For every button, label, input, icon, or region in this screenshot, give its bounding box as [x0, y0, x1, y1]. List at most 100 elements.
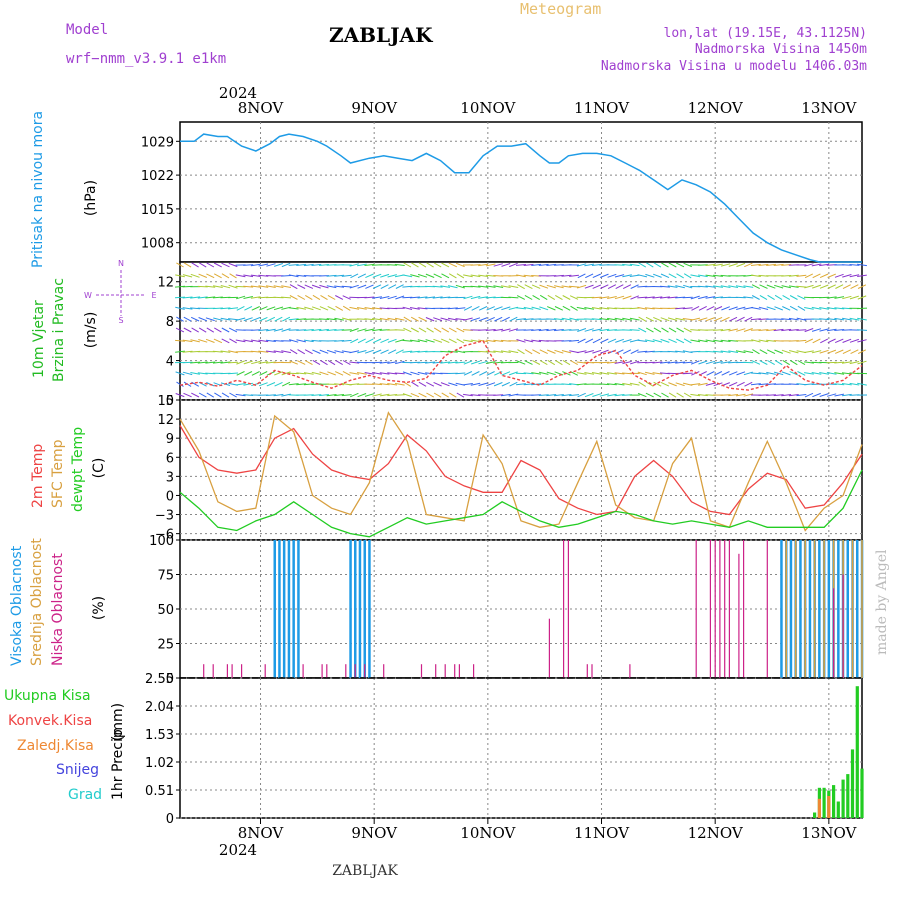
temp-label-sfc: SFC Temp: [50, 439, 66, 508]
wind-arrow: [206, 262, 215, 268]
wind-arrow: [212, 350, 223, 353]
wind-arrow: [637, 306, 648, 310]
cloud-bar-mid: [861, 540, 863, 678]
wind-arrow: [243, 264, 254, 266]
wind-arrow: [721, 306, 730, 311]
wind-arrow: [182, 339, 193, 343]
wind-arrow: [653, 273, 662, 278]
wind-arrow: [448, 327, 457, 333]
wind-arrow: [751, 284, 760, 290]
wind-arrow: [547, 349, 556, 354]
wind-arrow: [417, 307, 428, 310]
wind-arrow: [705, 382, 716, 386]
wind-arrow: [426, 392, 435, 398]
wind-arrow: [599, 372, 610, 375]
wind-arrow: [214, 392, 222, 398]
wind-arrow: [289, 360, 298, 365]
wind-arrow: [676, 338, 685, 344]
wind-arrow: [743, 350, 754, 354]
wind-arrow: [569, 285, 580, 288]
wind-arrow: [235, 383, 246, 386]
wind-arrow: [728, 328, 739, 332]
wind-arrow: [259, 371, 268, 376]
wind-arrow: [857, 349, 867, 355]
wind-arrow: [811, 350, 822, 354]
wind-arrow: [175, 371, 185, 376]
wind-arrow: [773, 328, 784, 332]
wind-arrow: [281, 285, 291, 288]
wind-arrow: [531, 383, 542, 386]
wind-arrow: [470, 295, 481, 300]
wind-arrow: [750, 274, 761, 277]
wind-arrow: [554, 285, 564, 289]
wind-arrow: [455, 307, 466, 310]
wind-arrow: [250, 263, 261, 267]
temp-unit: (C): [91, 458, 107, 479]
wind-arrow: [585, 338, 594, 344]
wind-arrow: [312, 349, 321, 354]
wind-arrow: [417, 371, 428, 375]
wind-arrow: [524, 349, 533, 355]
top-day-label: 9NOV: [351, 99, 398, 117]
wind-arrow: [493, 394, 504, 396]
wind-arrow: [849, 274, 860, 278]
wind-arrow: [637, 350, 648, 353]
wind-arrow: [183, 327, 192, 333]
wind-arrow: [387, 295, 397, 300]
top-day-label: 11NOV: [574, 99, 630, 117]
wind-arrow: [637, 274, 648, 278]
wind-arrow: [357, 350, 367, 354]
wind-arrow: [425, 317, 435, 322]
wind-arrow: [645, 316, 654, 322]
cloud-bar-low: [454, 664, 456, 678]
wind-arrow: [576, 263, 587, 267]
wind-arrow: [826, 307, 837, 310]
pressure-line: [180, 133, 862, 263]
wind-arrow: [501, 306, 511, 311]
wind-arrow: [720, 285, 731, 288]
wind-arrow: [471, 360, 481, 365]
wind-arrow: [667, 285, 678, 288]
wind-arrow: [834, 383, 845, 386]
wind-arrow: [584, 372, 595, 375]
wind-arrow: [653, 316, 662, 322]
precip-legend-item: Snijeg: [56, 762, 99, 778]
wind-arrow: [819, 307, 829, 310]
wind-arrow: [515, 264, 527, 266]
wind-arrow: [251, 306, 260, 311]
wind-arrow: [819, 372, 829, 375]
wind-arrow: [592, 284, 602, 289]
wind-arrow: [705, 360, 716, 365]
wind-arrow: [539, 284, 549, 289]
y-tick-label: 0: [166, 812, 174, 827]
wind-arrow: [448, 262, 458, 268]
wind-arrow: [266, 316, 276, 322]
wind-arrow: [804, 350, 814, 353]
wind-arrow: [849, 338, 859, 343]
cloud-bar-high: [780, 540, 783, 678]
wind-arrow: [841, 361, 852, 364]
wind-arrow: [296, 329, 307, 331]
y-tick-label: 0: [166, 672, 174, 687]
wind-arrow: [720, 339, 731, 342]
cloud-bar-low: [591, 664, 593, 678]
wind-arrow: [311, 284, 321, 289]
wind-arrow: [327, 371, 336, 376]
wind-arrow: [296, 263, 307, 266]
wind-arrow: [569, 329, 580, 331]
wind-arrow: [303, 339, 314, 343]
cloud-bar-low: [264, 664, 266, 678]
wind-arrow: [743, 296, 754, 299]
wind-arrow: [448, 382, 458, 387]
wind-arrow: [304, 360, 313, 366]
wind-arrow: [750, 372, 761, 375]
precip-bar-rain: [846, 774, 850, 818]
wind-arrow: [478, 285, 489, 288]
wind-arrow: [849, 295, 859, 300]
wind-arrow: [470, 317, 481, 322]
wind-arrow: [736, 262, 746, 268]
wind-arrow: [826, 296, 837, 299]
wind-arrow: [182, 371, 193, 376]
wind-arrow: [372, 349, 382, 354]
wind-arrow: [403, 316, 412, 322]
